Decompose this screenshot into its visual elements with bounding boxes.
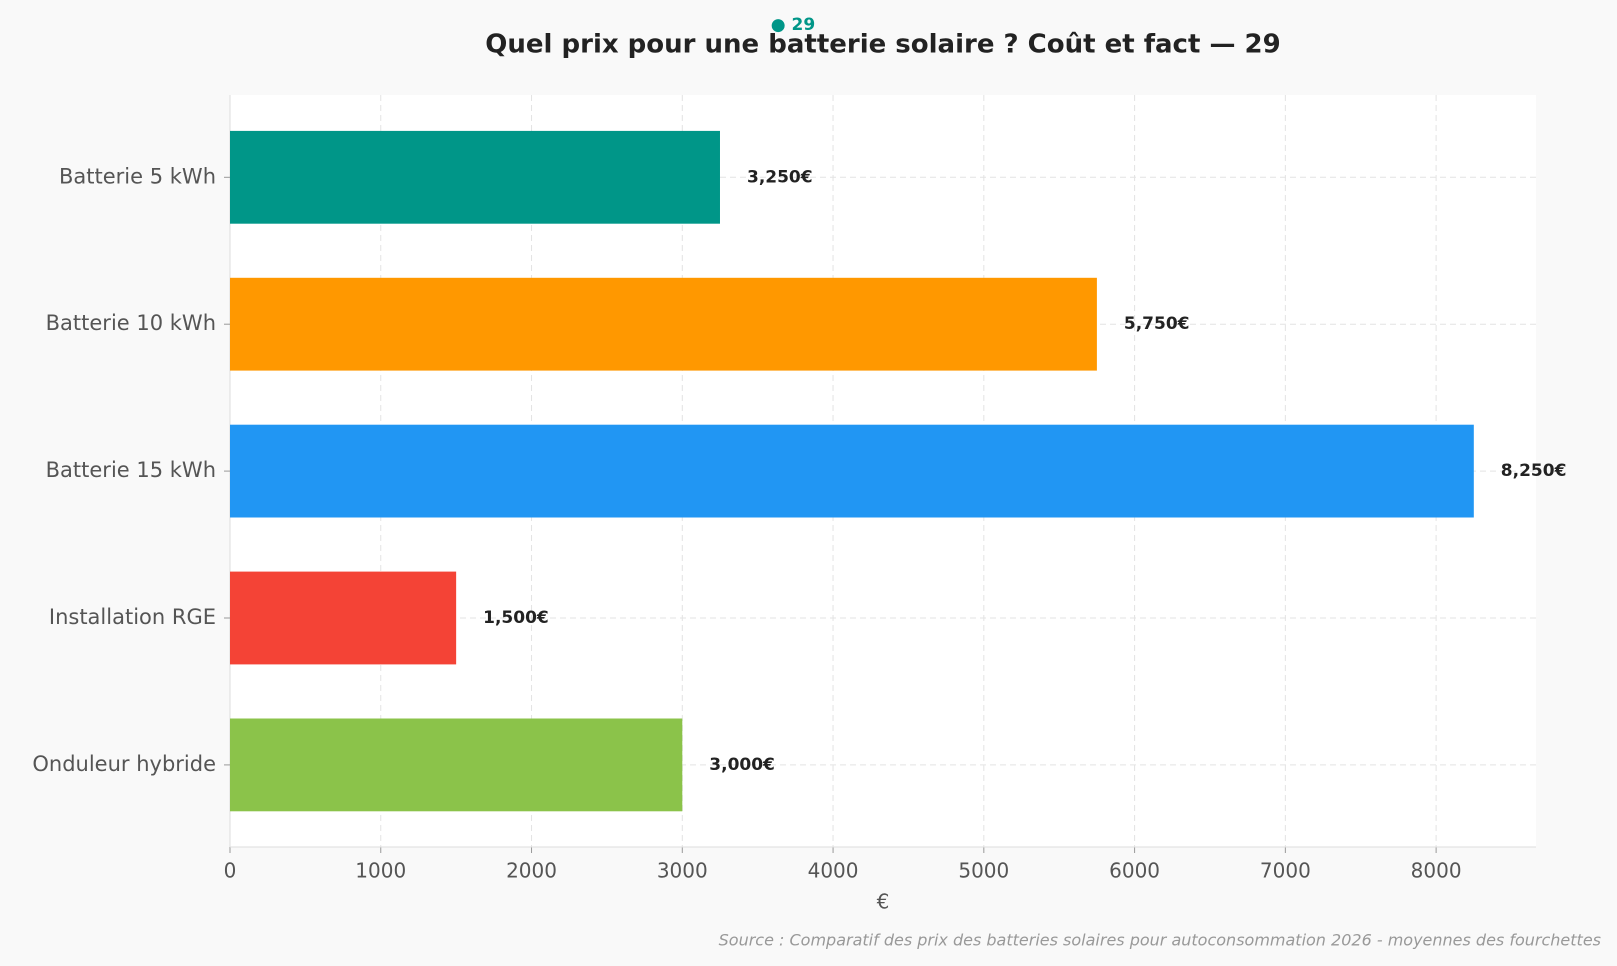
bar: [230, 130, 720, 224]
x-tick-label: 7000: [1260, 859, 1311, 883]
bar: [230, 277, 1097, 371]
x-tick-label: 6000: [1109, 859, 1160, 883]
y-tick-label: Installation RGE: [49, 605, 216, 629]
value-label: 3,250€: [747, 167, 813, 187]
x-tick-label: 8000: [1411, 859, 1462, 883]
x-tick-label: 1000: [355, 859, 406, 883]
chart-title: Quel prix pour une batterie solaire ? Co…: [485, 30, 1280, 60]
x-tick-label: 5000: [958, 859, 1009, 883]
bar: [230, 718, 683, 812]
x-tick-label: 2000: [506, 859, 557, 883]
x-axis-label: €: [877, 890, 890, 914]
x-tick-label: 0: [224, 859, 237, 883]
y-tick-label: Batterie 15 kWh: [46, 458, 216, 482]
y-tick-label: Batterie 5 kWh: [59, 164, 216, 188]
value-label: 3,000€: [709, 755, 775, 775]
badge: ● 29: [771, 15, 815, 35]
x-tick-label: 4000: [808, 859, 859, 883]
bar: [230, 571, 457, 665]
value-label: 5,750€: [1124, 314, 1190, 334]
value-label: 1,500€: [483, 608, 549, 628]
y-tick-label: Batterie 10 kWh: [46, 311, 216, 335]
x-tick-label: 3000: [657, 859, 708, 883]
y-tick-label: Onduleur hybride: [32, 752, 216, 776]
bar: [230, 424, 1474, 518]
value-label: 8,250€: [1501, 461, 1567, 481]
source: Source : Comparatif des prix des batteri…: [719, 931, 1601, 950]
